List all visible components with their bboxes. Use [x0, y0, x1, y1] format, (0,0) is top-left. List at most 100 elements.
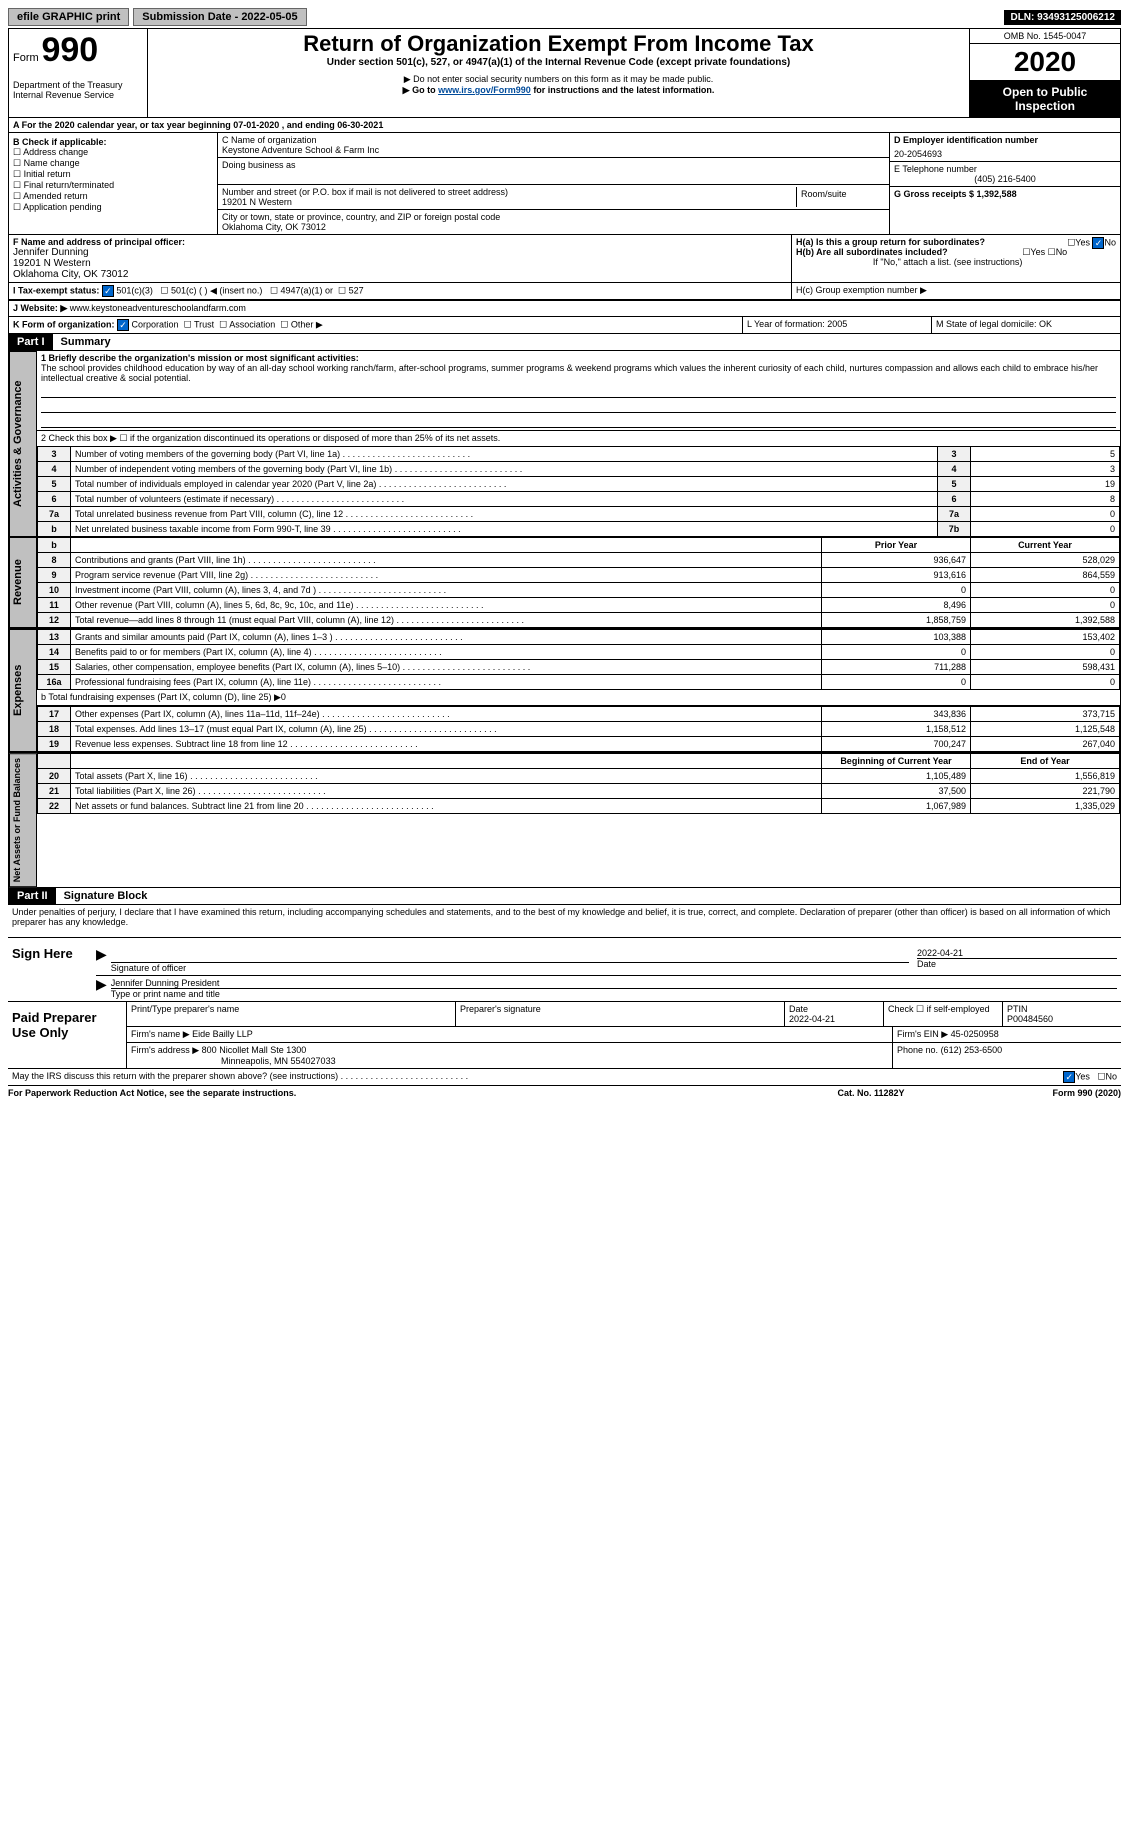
entity-block: B Check if applicable: ☐ Address change … — [8, 133, 1121, 235]
year-formation: L Year of formation: 2005 — [742, 317, 931, 333]
part2-header: Part II Signature Block — [8, 888, 1121, 905]
date-label: Date — [917, 959, 1117, 969]
check-501c3[interactable]: ✓ — [102, 285, 114, 297]
table-row: 12Total revenue—add lines 8 through 11 (… — [38, 613, 1120, 628]
officer-printed-name: Jennifer Dunning President — [111, 978, 1117, 989]
check-final-return[interactable]: ☐ Final return/terminated — [13, 180, 213, 191]
governance-table: 3Number of voting members of the governi… — [37, 446, 1120, 537]
officer-city: Oklahoma City, OK 73012 — [13, 269, 787, 280]
check-application-pending[interactable]: ☐ Application pending — [13, 202, 213, 213]
firm-addr-label: Firm's address ▶ — [131, 1045, 199, 1055]
line1-label: 1 Briefly describe the organization's mi… — [41, 353, 1116, 363]
table-row: 21Total liabilities (Part X, line 26)37,… — [38, 784, 1120, 799]
ptin-value: P00484560 — [1007, 1014, 1117, 1024]
self-employed-check[interactable]: Check ☐ if self-employed — [884, 1002, 1003, 1026]
instructions-link[interactable]: www.irs.gov/Form990 — [438, 85, 531, 95]
submission-date-button[interactable]: Submission Date - 2022-05-05 — [133, 8, 306, 26]
preparer-sig-label: Preparer's signature — [456, 1002, 785, 1026]
org-name: Keystone Adventure School & Farm Inc — [222, 145, 885, 155]
preparer-name-label: Print/Type preparer's name — [127, 1002, 456, 1026]
room-suite-label: Room/suite — [801, 189, 881, 199]
go-to-note: ▶ Go to www.irs.gov/Form990 for instruct… — [152, 85, 965, 96]
ptin-label: PTIN — [1007, 1004, 1117, 1014]
box-d-label: D Employer identification number — [894, 135, 1116, 145]
officer-name: Jennifer Dunning — [13, 247, 787, 258]
check-address-change[interactable]: ☐ Address change — [13, 147, 213, 158]
city-label: City or town, state or province, country… — [222, 212, 885, 222]
mission-text: The school provides childhood education … — [41, 363, 1116, 383]
firm-name: Eide Bailly LLP — [192, 1029, 253, 1039]
table-row: 17Other expenses (Part IX, column (A), l… — [38, 707, 1120, 722]
website-row: J Website: ▶ www.keystoneadventureschool… — [8, 301, 1121, 317]
box-f-label: F Name and address of principal officer: — [13, 237, 787, 247]
line-16b-fundraising: b Total fundraising expenses (Part IX, c… — [37, 690, 1120, 706]
table-row: 7aTotal unrelated business revenue from … — [38, 507, 1120, 522]
table-row: 4Number of independent voting members of… — [38, 462, 1120, 477]
h-a-group-return: H(a) Is this a group return for subordin… — [796, 237, 1116, 247]
officer-block: F Name and address of principal officer:… — [8, 235, 1121, 283]
penalties-text: Under penalties of perjury, I declare th… — [8, 905, 1121, 929]
paid-preparer-block: Paid Preparer Use Only Print/Type prepar… — [8, 1001, 1121, 1068]
ssn-note: ▶ Do not enter social security numbers o… — [152, 74, 965, 85]
table-row: 8Contributions and grants (Part VIII, li… — [38, 553, 1120, 568]
state-domicile: M State of legal domicile: OK — [931, 317, 1120, 333]
discuss-yes-check[interactable]: ✓ — [1063, 1071, 1075, 1083]
revenue-table: bPrior YearCurrent Year 8Contributions a… — [37, 537, 1120, 628]
paid-preparer-label: Paid Preparer Use Only — [8, 1002, 126, 1068]
form-header: Form 990 Department of the Treasury Inte… — [8, 28, 1121, 118]
sig-date: 2022-04-21 — [917, 948, 1117, 959]
box-b-title: B Check if applicable: — [13, 137, 213, 147]
sig-officer-label: Signature of officer — [111, 963, 909, 973]
table-row: 11Other revenue (Part VIII, column (A), … — [38, 598, 1120, 613]
open-to-public: Open to Public Inspection — [970, 81, 1120, 117]
table-row: 9Program service revenue (Part VIII, lin… — [38, 568, 1120, 583]
form-ref: Form 990 (2020) — [971, 1088, 1121, 1098]
check-amended-return[interactable]: ☐ Amended return — [13, 191, 213, 202]
table-row: 3Number of voting members of the governi… — [38, 447, 1120, 462]
box-g-gross-receipts: G Gross receipts $ 1,392,588 — [890, 187, 1120, 201]
sign-here-block: Sign Here ▶ Signature of officer 2022-04… — [8, 937, 1121, 1001]
tax-status-row: I Tax-exempt status: ✓ 501(c)(3) ☐ 501(c… — [8, 283, 1121, 301]
phone-label: Phone no. — [897, 1045, 938, 1055]
cat-number: Cat. No. 11282Y — [771, 1088, 971, 1098]
form-title: Return of Organization Exempt From Incom… — [152, 31, 965, 57]
table-row: 16aProfessional fundraising fees (Part I… — [38, 675, 1120, 690]
website-value: www.keystoneadventureschoolandfarm.com — [70, 303, 246, 314]
table-row: 20Total assets (Part X, line 16)1,105,48… — [38, 769, 1120, 784]
form-number: 990 — [41, 31, 98, 69]
paperwork-notice: For Paperwork Reduction Act Notice, see … — [8, 1088, 771, 1098]
table-row: 14Benefits paid to or for members (Part … — [38, 645, 1120, 660]
firm-addr1: 800 Nicollet Mall Ste 1300 — [202, 1045, 307, 1055]
h-b-note: If "No," attach a list. (see instruction… — [796, 257, 1116, 267]
tab-net-assets: Net Assets or Fund Balances — [9, 753, 37, 887]
irs-label: Internal Revenue Service — [13, 90, 143, 100]
table-row: 15Salaries, other compensation, employee… — [38, 660, 1120, 675]
firm-ein-label: Firm's EIN ▶ — [897, 1029, 948, 1039]
efile-button[interactable]: efile GRAPHIC print — [8, 8, 129, 26]
ein-value: 20-2054693 — [894, 149, 1116, 159]
table-row: 19Revenue less expenses. Subtract line 1… — [38, 737, 1120, 752]
net-assets-table: Beginning of Current YearEnd of Year 20T… — [37, 753, 1120, 814]
name-title-label: Type or print name and title — [111, 989, 1117, 999]
table-row: 6Total number of volunteers (estimate if… — [38, 492, 1120, 507]
org-form-row: K Form of organization: ✓ Corporation ☐ … — [8, 317, 1121, 334]
check-name-change[interactable]: ☐ Name change — [13, 158, 213, 169]
table-row: 18Total expenses. Add lines 13–17 (must … — [38, 722, 1120, 737]
box-i-label: I Tax-exempt status: — [13, 285, 99, 295]
officer-street: 19201 N Western — [13, 258, 787, 269]
table-row: 5Total number of individuals employed in… — [38, 477, 1120, 492]
box-b: B Check if applicable: ☐ Address change … — [9, 133, 218, 234]
table-row: 13Grants and similar amounts paid (Part … — [38, 630, 1120, 645]
line2-discontinued: 2 Check this box ▶ ☐ if the organization… — [37, 431, 1120, 446]
firm-name-label: Firm's name ▶ — [131, 1029, 190, 1039]
preparer-date: Date2022-04-21 — [785, 1002, 884, 1026]
form-subtitle: Under section 501(c), 527, or 4947(a)(1)… — [152, 57, 965, 68]
check-initial-return[interactable]: ☐ Initial return — [13, 169, 213, 180]
box-c-label: C Name of organization — [222, 135, 885, 145]
firm-phone: (612) 253-6500 — [941, 1045, 1003, 1055]
check-corporation[interactable]: ✓ — [117, 319, 129, 331]
line-a-tax-year: A For the 2020 calendar year, or tax yea… — [8, 118, 1121, 133]
firm-ein: 45-0250958 — [951, 1029, 999, 1039]
expenses-table: 13Grants and similar amounts paid (Part … — [37, 629, 1120, 690]
discuss-row: May the IRS discuss this return with the… — [8, 1068, 1121, 1086]
